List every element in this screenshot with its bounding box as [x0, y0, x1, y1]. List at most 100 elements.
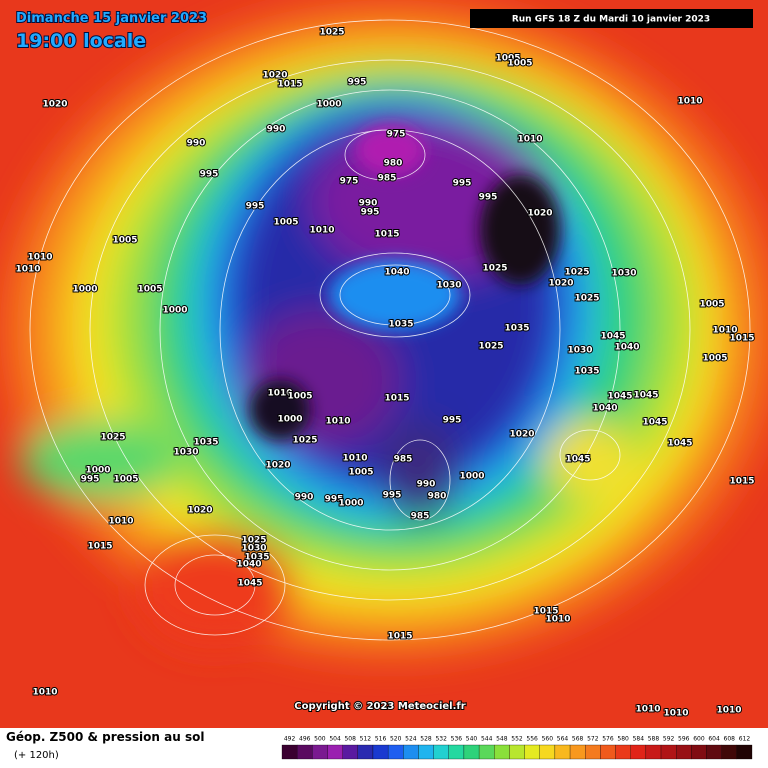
pressure-label: 1030: [567, 346, 592, 356]
legend-title: Géop. Z500 & pression au sol: [6, 730, 204, 744]
colorbar-swatch: [539, 744, 556, 760]
pressure-label: 995: [361, 208, 380, 218]
pressure-label: 1010: [27, 253, 52, 263]
colorbar-swatch: [387, 744, 404, 760]
colorbar-swatch: [736, 744, 753, 760]
pressure-label: 1005: [348, 468, 373, 478]
pressure-label: 1035: [193, 438, 218, 448]
pressure-label: 1025: [100, 433, 125, 443]
colorbar-swatch: [524, 744, 540, 760]
pressure-label: 1030: [241, 544, 266, 554]
pressure-label: 1000: [72, 285, 97, 295]
pressure-label: 1030: [173, 448, 198, 458]
pressure-label: 1025: [564, 268, 589, 278]
colorbar-swatch: [645, 744, 662, 760]
colorbar-label: 524: [405, 736, 417, 743]
pressure-label: 1025: [482, 264, 507, 274]
colorbar-swatch: [509, 744, 525, 760]
pressure-label: 1045: [600, 332, 625, 342]
pressure-label: 1045: [667, 439, 692, 449]
pressure-label: 1000: [85, 466, 110, 476]
colorbar-swatch: [448, 744, 465, 760]
pressure-label: 975: [340, 177, 359, 187]
pressure-label: 1010: [545, 615, 570, 625]
colorbar-label: 516: [375, 736, 387, 743]
pressure-label: 1020: [42, 100, 67, 110]
pressure-label: 1015: [87, 542, 112, 552]
colorbar-swatch: [569, 744, 586, 760]
pressure-label: 995: [200, 170, 219, 180]
colorbar-swatch: [418, 744, 434, 760]
pressure-label: 1010: [635, 705, 660, 715]
pressure-label: 995: [246, 202, 265, 212]
pressure-label: 990: [187, 139, 206, 149]
pressure-label: 995: [81, 475, 100, 485]
colorbar-swatch: [281, 744, 298, 760]
pressure-label: 1005: [112, 236, 137, 246]
colorbar-label: 532: [435, 736, 447, 743]
colorbar-label: 560: [542, 736, 554, 743]
colorbar-swatch: [706, 744, 722, 760]
colorbar-label: 512: [360, 736, 372, 743]
colorbar: 492 496 500 504 508 512 516 520 524 528 532 536 540 5…: [281, 736, 753, 760]
colorbar-label: 528: [420, 736, 432, 743]
pressure-label: 1045: [237, 579, 262, 589]
time-label: 19:00 locale: [16, 30, 146, 52]
colorbar-swatch: [433, 744, 449, 760]
pressure-label: 1035: [504, 324, 529, 334]
pressure-label: 1005: [702, 354, 727, 364]
pressure-label: 1010: [677, 97, 702, 107]
pressure-label: 985: [378, 174, 397, 184]
pressure-label: 1020: [187, 506, 212, 516]
colorbar-label: 492: [284, 736, 296, 743]
colorbar-label: 536: [451, 736, 463, 743]
pressure-label: 1010: [716, 706, 741, 716]
pressure-label: 1010: [267, 389, 292, 399]
colorbar-label: 548: [496, 736, 508, 743]
pressure-label: 1000: [277, 415, 302, 425]
pressure-label: 1010: [663, 709, 688, 719]
pressure-label: 1020: [548, 279, 573, 289]
colorbar-swatch: [630, 744, 647, 760]
pressure-label: 1010: [15, 265, 40, 275]
pressure-label: 1020: [527, 209, 552, 219]
pressure-label: 995: [479, 193, 498, 203]
pressure-label: 1005: [495, 54, 520, 64]
colorbar-swatch: [585, 744, 601, 760]
pressure-label: 1035: [388, 320, 413, 330]
colorbar-label: 584: [633, 736, 645, 743]
colorbar-label: 508: [344, 736, 356, 743]
colorbar-swatch: [312, 744, 328, 760]
pressure-label: 990: [295, 493, 314, 503]
pressure-label: 1040: [236, 560, 261, 570]
pressure-label: 1010: [108, 517, 133, 527]
date-label: Dimanche 15 janvier 2023: [16, 11, 207, 26]
pressure-label: 1045: [642, 418, 667, 428]
pressure-label: 1035: [574, 367, 599, 377]
pressure-label: 985: [411, 512, 430, 522]
pressure-label: 1045: [633, 391, 658, 401]
pressure-label: 1020: [265, 461, 290, 471]
colorbar-label: 520: [390, 736, 402, 743]
colorbar-swatch: [600, 744, 616, 760]
colorbar-label: 604: [708, 736, 720, 743]
pressure-label: 1000: [316, 100, 341, 110]
pressure-label: 1025: [319, 28, 344, 38]
copyright: Copyright © 2023 Meteociel.fr: [294, 701, 465, 712]
pressure-label: 1025: [478, 342, 503, 352]
colorbar-label: 540: [466, 736, 478, 743]
forecast-range: (+ 120h): [14, 750, 59, 761]
run-box: [470, 9, 753, 28]
pressure-label: 1010: [517, 135, 542, 145]
pressure-label: 1005: [287, 392, 312, 402]
colorbar-label: 496: [299, 736, 311, 743]
pressure-label: 1010: [309, 226, 334, 236]
pressure-label: 1015: [533, 607, 558, 617]
pressure-label: 990: [267, 125, 286, 135]
colorbar-swatch: [327, 744, 343, 760]
pressure-label: 1015: [374, 230, 399, 240]
colorbar-label: 504: [329, 736, 341, 743]
colorbar-label: 568: [572, 736, 584, 743]
